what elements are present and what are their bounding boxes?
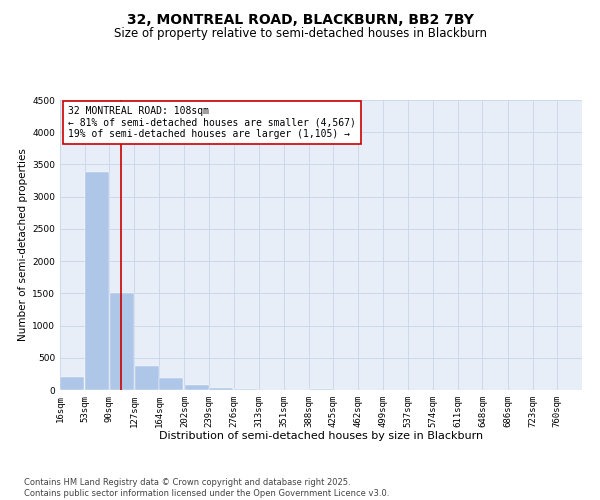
Bar (209, 388, 233, 390)
Text: Size of property relative to semi-detached houses in Blackburn: Size of property relative to semi-detach… (113, 28, 487, 40)
Text: 32 MONTREAL ROAD: 108sqm
← 81% of semi-detached houses are smaller (4,567)
19% o: 32 MONTREAL ROAD: 108sqm ← 81% of semi-d… (68, 106, 356, 139)
Text: 32, MONTREAL ROAD, BLACKBURN, BB2 7BY: 32, MONTREAL ROAD, BLACKBURN, BB2 7BY (127, 12, 473, 26)
Bar (61, 377, 85, 390)
Y-axis label: Number of semi-detached properties: Number of semi-detached properties (18, 148, 28, 342)
Bar (159, 378, 184, 390)
Bar (85, 172, 109, 390)
Bar (134, 366, 158, 390)
Bar (185, 385, 209, 390)
X-axis label: Distribution of semi-detached houses by size in Blackburn: Distribution of semi-detached houses by … (159, 432, 483, 442)
Bar (110, 294, 134, 390)
Text: Contains HM Land Registry data © Crown copyright and database right 2025.
Contai: Contains HM Land Registry data © Crown c… (24, 478, 389, 498)
